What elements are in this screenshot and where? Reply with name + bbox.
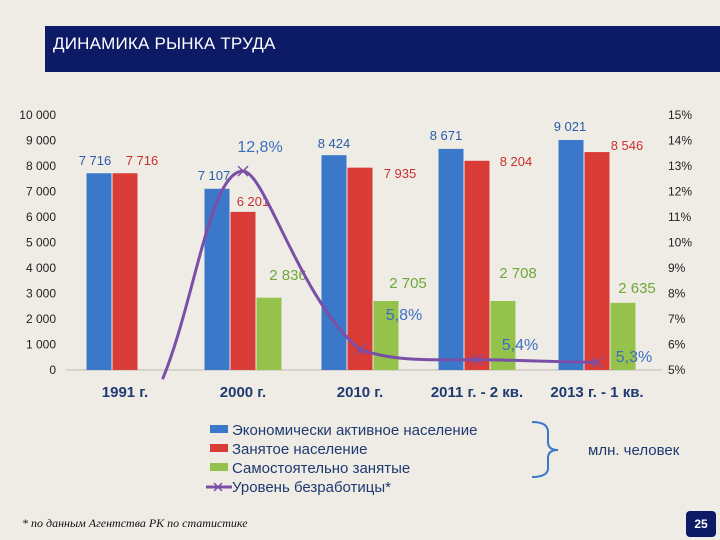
bar-data-label: 8 671 [430, 128, 463, 143]
bar-employed [347, 167, 373, 370]
unemployment-data-label: 12,8% [237, 139, 282, 156]
y-left-tick-label: 1 000 [26, 338, 56, 352]
bar-data-label: 8 424 [318, 136, 351, 151]
x-category-label: 2010 г. [337, 384, 383, 401]
bar-data-label: 6 201 [237, 194, 270, 209]
bar-data-label: 2 836 [269, 267, 307, 284]
legend-line-marker [213, 482, 223, 492]
x-category-label: 2011 г. - 2 кв. [431, 384, 523, 401]
bar-data-label: 9 021 [554, 119, 587, 134]
legend-entry-label: Самостоятельно занятые [232, 460, 410, 477]
unemployment-data-label: 5,3% [616, 349, 652, 366]
y-right-tick-label: 14% [668, 134, 692, 148]
bar-data-label: 8 204 [500, 154, 533, 169]
y-left-tick-label: 2 000 [26, 312, 56, 326]
unemployment-line [161, 169, 599, 380]
y-right-tick-label: 5% [668, 363, 686, 377]
bar-active [321, 155, 347, 370]
y-left-tick-label: 10 000 [19, 108, 56, 122]
bar-data-label: 7 716 [79, 153, 112, 168]
legend-entry-label: Занятое население [232, 441, 367, 458]
bar-employed [230, 211, 256, 370]
y-right-tick-label: 12% [668, 185, 692, 199]
y-left-tick-label: 0 [49, 363, 56, 377]
legend-swatch [210, 463, 228, 471]
y-right-tick-label: 7% [668, 312, 686, 326]
y-right-tick-label: 13% [668, 159, 692, 173]
y-left-tick-label: 5 000 [26, 236, 56, 250]
y-right-tick-label: 10% [668, 236, 692, 250]
x-category-label: 2013 г. - 1 кв. [550, 384, 643, 401]
legend-brace [531, 421, 559, 478]
unemployment-marker [471, 354, 483, 366]
y-left-tick-label: 6 000 [26, 210, 56, 224]
bar-active [558, 139, 584, 370]
y-left-tick-label: 8 000 [26, 159, 56, 173]
bar-employed [584, 152, 610, 370]
bar-employed [112, 173, 138, 370]
footnote: * по данным Агентства РК по статистике [22, 516, 248, 530]
x-category-label: 2000 г. [220, 384, 266, 401]
title-bar: ДИНАМИКА РЫНКА ТРУДА [45, 26, 720, 72]
legend-swatch [210, 444, 228, 452]
legend-swatch [210, 425, 228, 433]
bar-data-label: 7 107 [198, 168, 231, 183]
y-right-tick-label: 9% [668, 261, 686, 275]
x-category-label: 1991 г. [102, 384, 148, 401]
y-left-tick-label: 4 000 [26, 261, 56, 275]
bar-employed [464, 160, 490, 370]
unemployment-marker [237, 165, 249, 177]
bar-data-label: 7 716 [126, 153, 159, 168]
slide-title: ДИНАМИКА РЫНКА ТРУДА [53, 34, 276, 53]
y-right-tick-label: 15% [668, 108, 692, 122]
bar-active [438, 148, 464, 370]
bar-data-label: 7 935 [384, 166, 417, 181]
bar-data-label: 2 708 [499, 265, 537, 282]
bar-data-label: 2 635 [618, 280, 656, 297]
y-left-tick-label: 7 000 [26, 185, 56, 199]
y-right-tick-label: 6% [668, 338, 686, 352]
y-left-tick-label: 3 000 [26, 287, 56, 301]
bar-data-label: 2 705 [389, 275, 427, 292]
y-right-tick-label: 11% [668, 210, 691, 224]
bar-self-employed [610, 302, 636, 370]
y-right-tick-label: 8% [668, 287, 686, 301]
legend-entry-label: Уровень безработицы* [232, 479, 391, 496]
legend-entry-label: Экономически активное население [232, 422, 477, 439]
unemployment-data-label: 5,4% [502, 337, 538, 354]
bar-data-label: 8 546 [611, 138, 644, 153]
unemployment-marker [354, 344, 366, 356]
unemployment-marker [591, 356, 603, 368]
legend-brace-note: млн. человек [588, 442, 680, 459]
unemployment-data-label: 5,8% [386, 307, 422, 324]
bar-self-employed [256, 297, 282, 370]
page-number-badge: 25 [686, 511, 716, 537]
bar-active [86, 173, 112, 370]
bar-active [204, 188, 230, 370]
y-left-tick-label: 9 000 [26, 134, 56, 148]
